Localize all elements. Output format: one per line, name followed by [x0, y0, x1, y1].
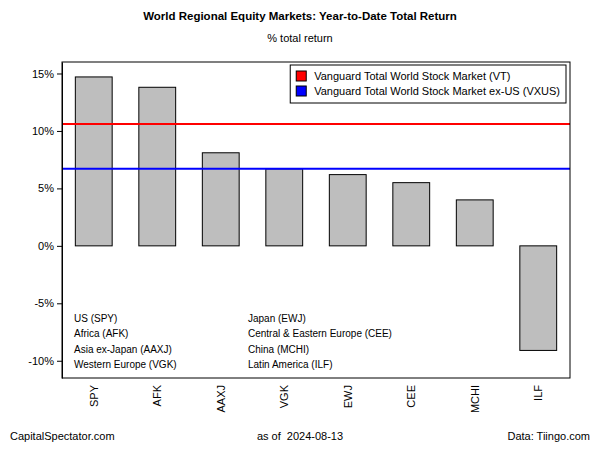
y-tick-mark [57, 246, 62, 247]
title: World Regional Equity Markets: Year-to-D… [143, 10, 457, 22]
x-tick-label: SPY [88, 384, 100, 407]
x-tick-label: ILF [532, 385, 544, 401]
x-tick-label: EWJ [342, 385, 354, 408]
y-tick: -5% [34, 297, 62, 309]
y-tick-label: -5% [34, 297, 54, 309]
x-tick: EWJ [342, 385, 354, 408]
plot-frame [62, 62, 570, 378]
bar [393, 183, 430, 246]
legend: Vanguard Total World Stock Market (VT) Va… [290, 65, 566, 103]
y-tick-label: -10% [28, 355, 54, 367]
legend-label: Vanguard Total World Stock Market (VT) [314, 70, 510, 82]
x-tick-label: AFK [151, 384, 163, 406]
legend-item: Vanguard Total World Stock Market ex-US … [296, 85, 560, 97]
bar [329, 175, 366, 246]
y-axis: -10% -5% 0% 5% 10% 15% [28, 63, 62, 379]
footer-text: CapitalSpectator.com [10, 430, 115, 442]
bar [202, 153, 239, 246]
y-tick-mark [57, 188, 62, 189]
y-tick-label: 15% [32, 68, 54, 80]
y-tick-label: 5% [38, 182, 54, 194]
x-tick: VGK [278, 384, 290, 408]
y-tick: 5% [38, 182, 62, 194]
annotation: Latin America (ILF) [248, 359, 332, 370]
plot-area [62, 77, 570, 350]
x-tick: AAXJ [215, 385, 227, 413]
subtitle: % total return [267, 32, 332, 44]
reference-line [62, 123, 570, 125]
y-tick: 10% [32, 125, 62, 137]
chart-svg: World Regional Equity Markets: Year-to-D… [0, 0, 600, 450]
x-tick: SPY [88, 384, 100, 407]
legend-item: Vanguard Total World Stock Market (VT) [296, 70, 510, 82]
y-tick-mark [57, 73, 62, 74]
x-tick: MCHI [469, 385, 481, 413]
x-axis: SPY AFK AAXJ VGK EWJ CEE MCHI ILF [88, 384, 544, 413]
y-tick-label: 0% [38, 240, 54, 252]
annotation: China (MCHI) [248, 344, 309, 355]
bar [75, 77, 112, 246]
x-tick-label: MCHI [469, 385, 481, 413]
annotation: Asia ex-Japan (AAXJ) [74, 344, 172, 355]
y-tick-mark [57, 361, 62, 362]
bar [266, 169, 303, 246]
y-tick-mark [57, 131, 62, 132]
footer-text: as of 2024-08-13 [257, 430, 343, 442]
bar [520, 246, 557, 351]
chart-container: World Regional Equity Markets: Year-to-D… [0, 0, 600, 450]
y-tick-label: 10% [32, 125, 54, 137]
legend-swatch [296, 86, 306, 96]
x-tick-label: CEE [405, 385, 417, 408]
y-tick: 0% [38, 240, 62, 252]
annotation: Western Europe (VGK) [74, 359, 177, 370]
x-tick: AFK [151, 384, 163, 406]
annotation: US (SPY) [74, 313, 117, 324]
footer-text: Data: Tiingo.com [507, 430, 590, 442]
bar [139, 87, 176, 246]
annotation: Japan (EWJ) [248, 313, 306, 324]
annotation: Central & Eastern Europe (CEE) [248, 328, 392, 339]
x-tick: ILF [532, 385, 544, 401]
y-axis-line [62, 63, 63, 379]
annotation: Africa (AFK) [74, 328, 128, 339]
legend-box [290, 65, 566, 103]
legend-swatch [296, 71, 306, 81]
y-tick-mark [57, 303, 62, 304]
reference-line [62, 168, 570, 170]
bar [456, 200, 493, 246]
y-tick: -10% [28, 355, 62, 367]
legend-label: Vanguard Total World Stock Market ex-US … [314, 85, 560, 97]
annotation-key: US (SPY) Africa (AFK) Asia ex-Japan (AAXJ)… [74, 313, 392, 371]
y-tick: 15% [32, 68, 62, 80]
x-tick-label: VGK [278, 384, 290, 408]
x-tick: CEE [405, 385, 417, 408]
x-tick-label: AAXJ [215, 385, 227, 413]
